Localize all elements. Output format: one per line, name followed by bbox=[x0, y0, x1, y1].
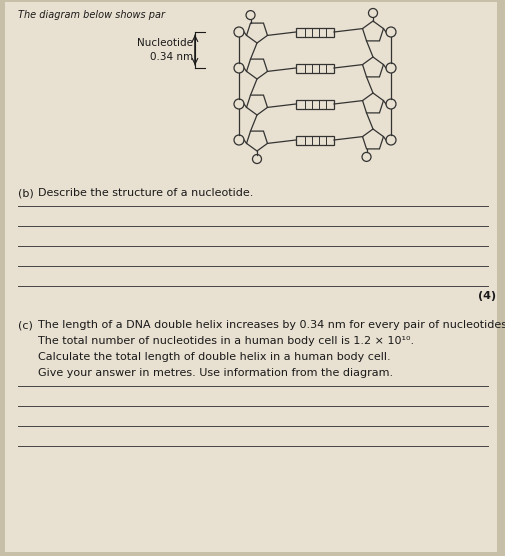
Text: (b): (b) bbox=[18, 188, 34, 198]
Text: The total number of nucleotides in a human body cell is 1.2 × 10¹⁰.: The total number of nucleotides in a hum… bbox=[38, 336, 414, 346]
Text: Describe the structure of a nucleotide.: Describe the structure of a nucleotide. bbox=[38, 188, 254, 198]
Text: 0.34 nm: 0.34 nm bbox=[150, 52, 193, 62]
Text: (c): (c) bbox=[18, 320, 33, 330]
Text: (4): (4) bbox=[478, 291, 496, 301]
Text: Give your answer in metres. Use information from the diagram.: Give your answer in metres. Use informat… bbox=[38, 368, 393, 378]
Text: The length of a DNA double helix increases by 0.34 nm for every pair of nucleoti: The length of a DNA double helix increas… bbox=[38, 320, 505, 330]
Text: Calculate the total length of double helix in a human body cell.: Calculate the total length of double hel… bbox=[38, 352, 391, 362]
FancyBboxPatch shape bbox=[5, 2, 497, 552]
Text: The diagram below shows par: The diagram below shows par bbox=[18, 10, 165, 20]
Text: Nucleotide: Nucleotide bbox=[137, 38, 193, 48]
